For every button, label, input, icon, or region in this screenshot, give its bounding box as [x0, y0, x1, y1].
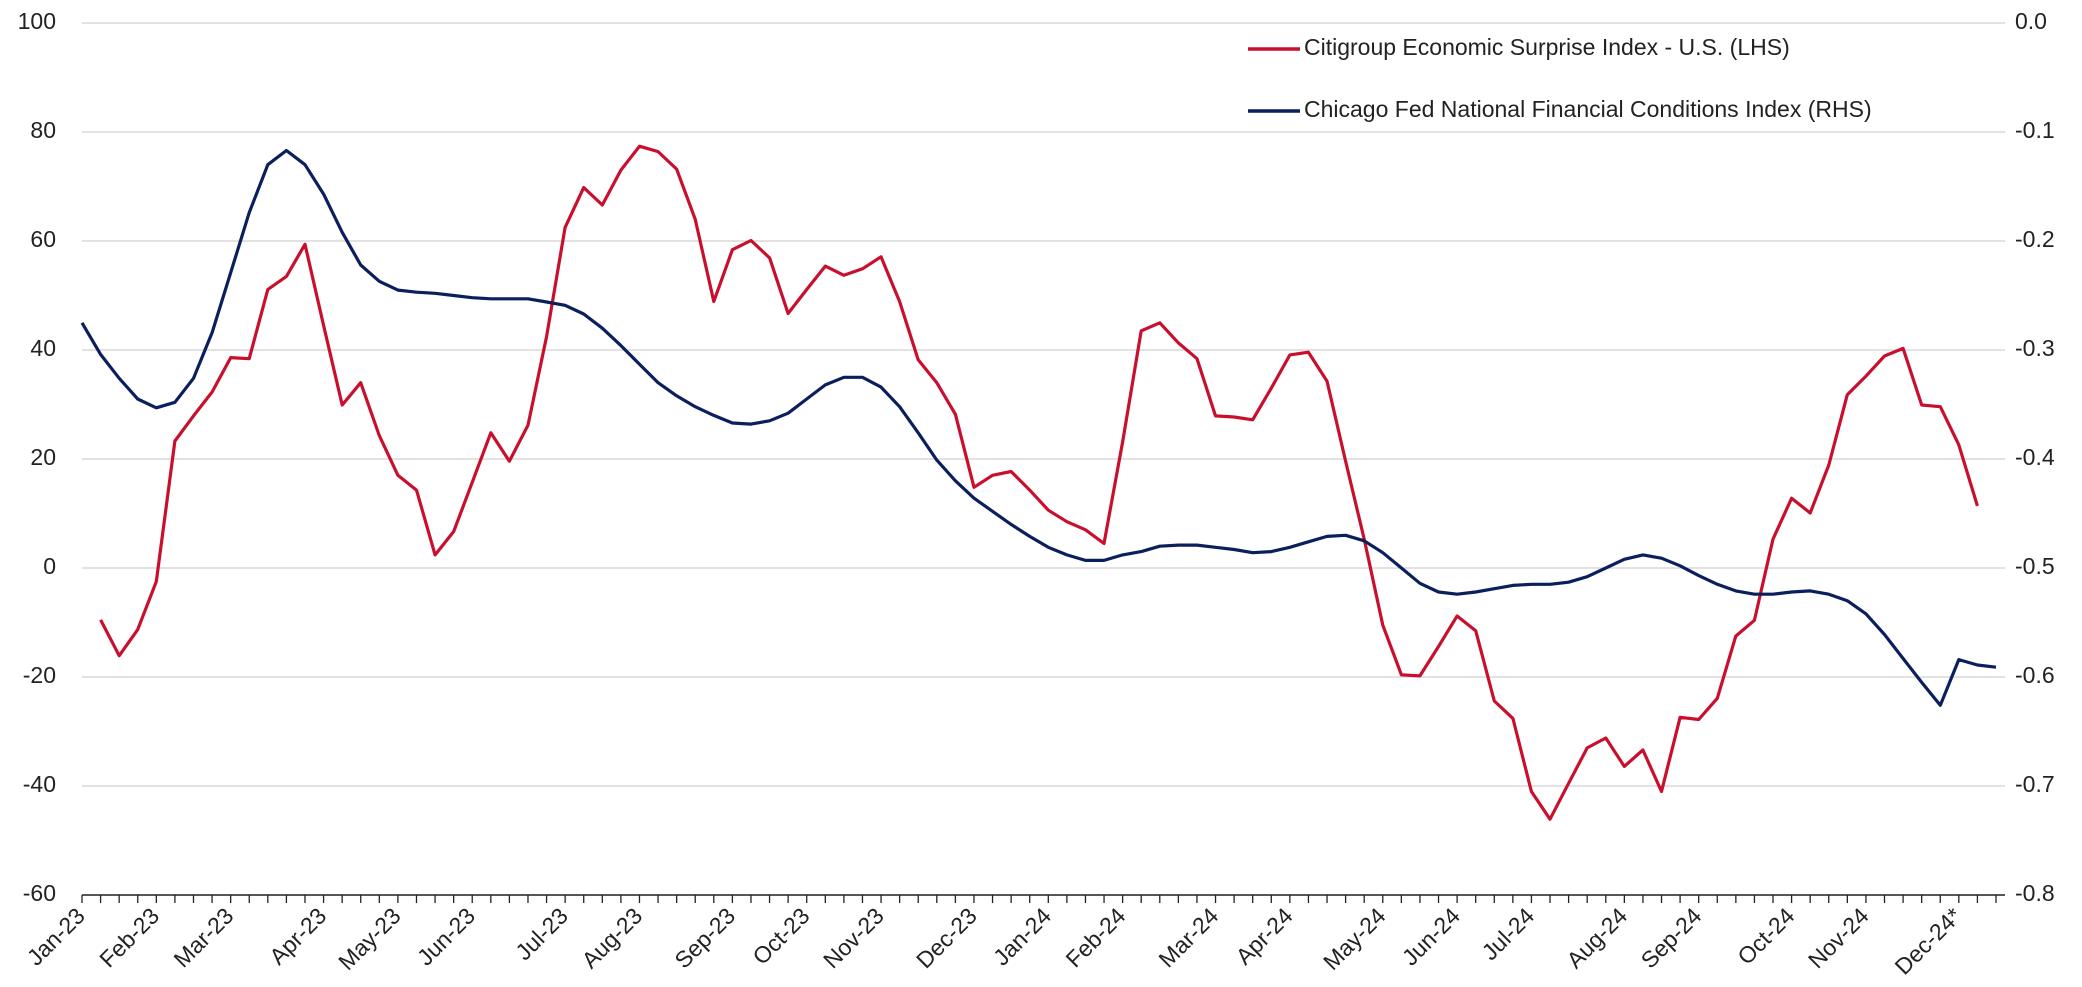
x-tick-label: Nov-23 [818, 902, 889, 973]
y2-tick-label: -0.1 [2015, 117, 2055, 143]
x-tick-label: Nov-24 [1803, 902, 1874, 973]
series-line [99, 144, 1979, 821]
x-tick-label: Sep-24 [1636, 902, 1707, 973]
x-tick-label: Jul-24 [1477, 902, 1540, 965]
y-tick-label: 40 [30, 335, 56, 361]
y-tick-label: 0 [43, 553, 56, 579]
x-tick-label: Feb-24 [1061, 902, 1131, 972]
x-tick-label: Apr-23 [264, 902, 331, 969]
y-tick-label: 60 [30, 226, 56, 252]
x-tick-label: Jan-24 [988, 902, 1056, 970]
x-tick-label: Apr-24 [1230, 902, 1297, 969]
y-tick-label: -40 [23, 771, 56, 797]
series-line [80, 148, 1997, 707]
x-tick-label: Jan-23 [22, 902, 90, 970]
y2-tick-label: -0.6 [2015, 662, 2055, 688]
x-tick-label: May-24 [1318, 902, 1391, 975]
y2-tick-label: -0.8 [2015, 880, 2055, 906]
y2-tick-label: -0.7 [2015, 771, 2055, 797]
x-tick-label: Dec-24* [1890, 902, 1967, 979]
y2-tick-label: -0.2 [2015, 226, 2055, 252]
x-tick-label: Sep-23 [669, 902, 740, 973]
x-tick-label: Jun-24 [1397, 902, 1465, 970]
y-tick-label: -20 [23, 662, 56, 688]
legend-label: Citigroup Economic Surprise Index - U.S.… [1304, 34, 1790, 60]
x-tick-label: Dec-23 [911, 902, 982, 973]
legend-label: Chicago Fed National Financial Condition… [1304, 96, 1872, 122]
x-tick-label: Oct-23 [747, 902, 814, 969]
x-tick-label: Jun-23 [412, 902, 480, 970]
y-tick-label: 80 [30, 117, 56, 143]
x-tick-label: Aug-23 [576, 902, 647, 973]
y2-tick-label: -0.5 [2015, 553, 2055, 579]
x-tick-label: Mar-24 [1153, 902, 1223, 972]
y-tick-label: 100 [18, 8, 56, 34]
x-tick-label: Aug-24 [1561, 902, 1632, 973]
x-tick-label: Jul-23 [510, 902, 573, 965]
x-tick-label: Oct-24 [1732, 902, 1799, 969]
x-tick-label: May-23 [333, 902, 406, 975]
y2-tick-label: -0.3 [2015, 335, 2055, 361]
y-tick-label: -60 [23, 880, 56, 906]
x-tick-label: Feb-23 [94, 902, 164, 972]
y2-tick-label: -0.4 [2015, 444, 2055, 470]
x-tick-label: Mar-23 [169, 902, 239, 972]
y-tick-label: 20 [30, 444, 56, 470]
y2-tick-label: 0.0 [2015, 8, 2047, 34]
